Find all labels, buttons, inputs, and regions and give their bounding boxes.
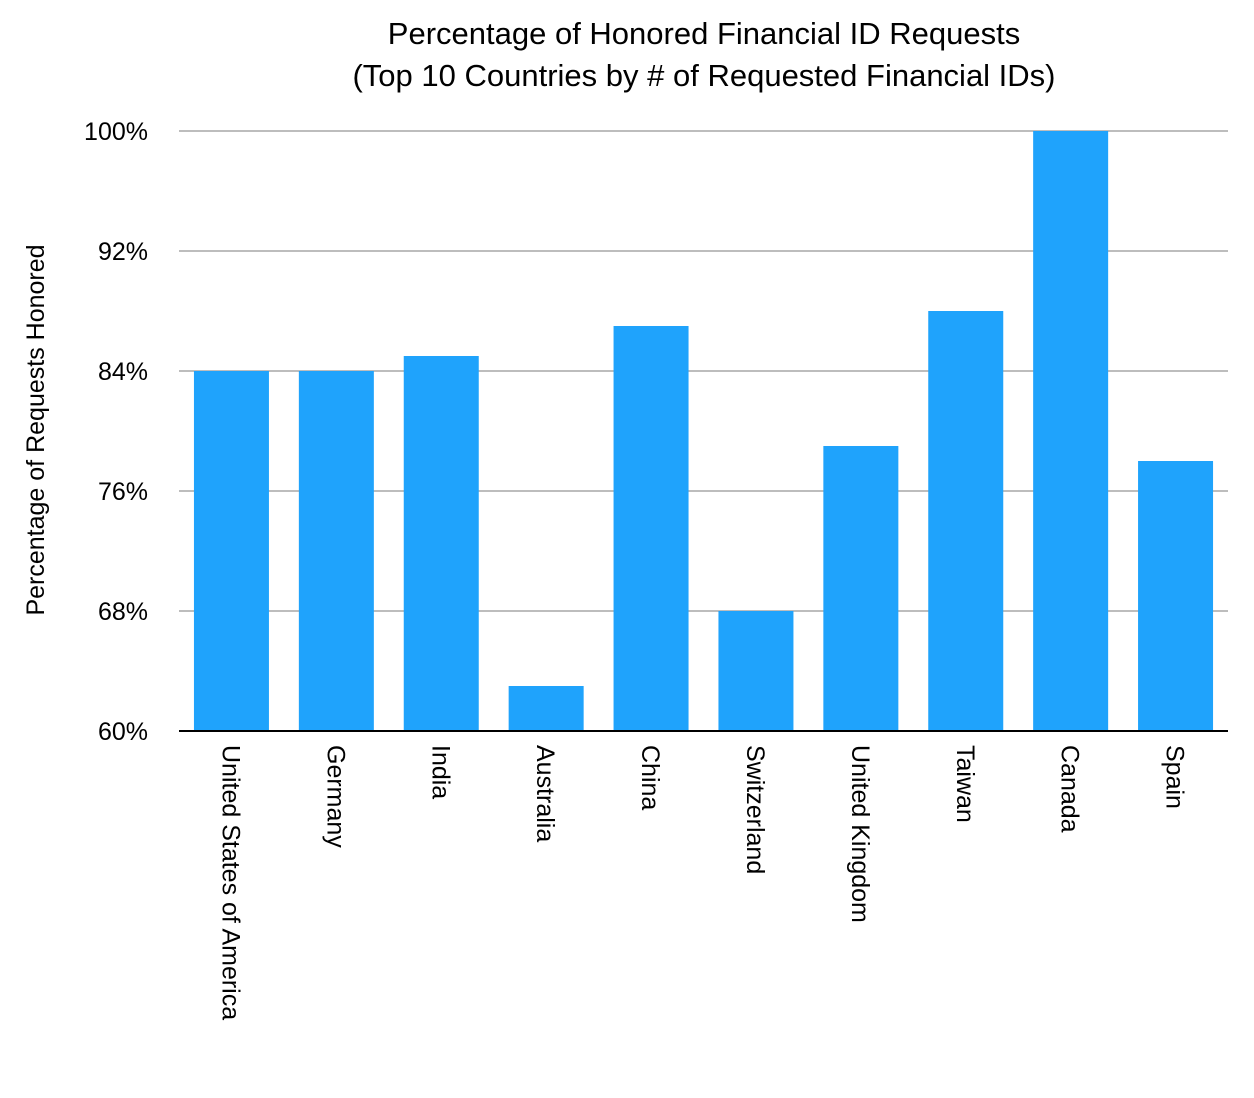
y-tick-label: 92% xyxy=(98,238,148,266)
bar xyxy=(193,371,269,731)
x-category-label: Germany xyxy=(321,745,349,848)
chart-subtitle: (Top 10 Countries by # of Requested Fina… xyxy=(352,58,1055,93)
x-category-label: China xyxy=(636,745,664,810)
bar xyxy=(403,356,479,731)
x-category-label: Canada xyxy=(1056,745,1084,833)
x-category-label: United Kingdom xyxy=(846,745,874,923)
x-category-label: United States of America xyxy=(216,745,244,1020)
category-labels: United States of America Germany India Aust… xyxy=(216,745,1188,1020)
y-tick-label: 60% xyxy=(98,718,148,746)
y-tick-label: 68% xyxy=(98,598,148,626)
bar xyxy=(298,371,374,731)
bar xyxy=(1138,461,1214,731)
bar xyxy=(613,326,689,731)
bars xyxy=(193,131,1214,731)
y-tick-label: 76% xyxy=(98,478,148,506)
bar xyxy=(928,311,1004,731)
y-axis-title: Percentage of Requests Honored xyxy=(22,244,50,615)
y-tick-label: 100% xyxy=(84,118,148,146)
x-category-label: Switzerland xyxy=(741,745,769,874)
bar xyxy=(1033,131,1109,731)
bar xyxy=(508,686,584,731)
y-axis-ticks: 60% 68% 76% 84% 92% 100% xyxy=(84,118,148,746)
bar xyxy=(718,611,794,731)
y-tick-label: 84% xyxy=(98,358,148,386)
x-category-label: Spain xyxy=(1161,745,1189,809)
x-category-label: Taiwan xyxy=(951,745,979,823)
chart-title: Percentage of Honored Financial ID Reque… xyxy=(388,16,1020,51)
x-category-label: India xyxy=(426,745,454,799)
x-category-label: Australia xyxy=(531,745,559,842)
bar xyxy=(823,446,899,731)
